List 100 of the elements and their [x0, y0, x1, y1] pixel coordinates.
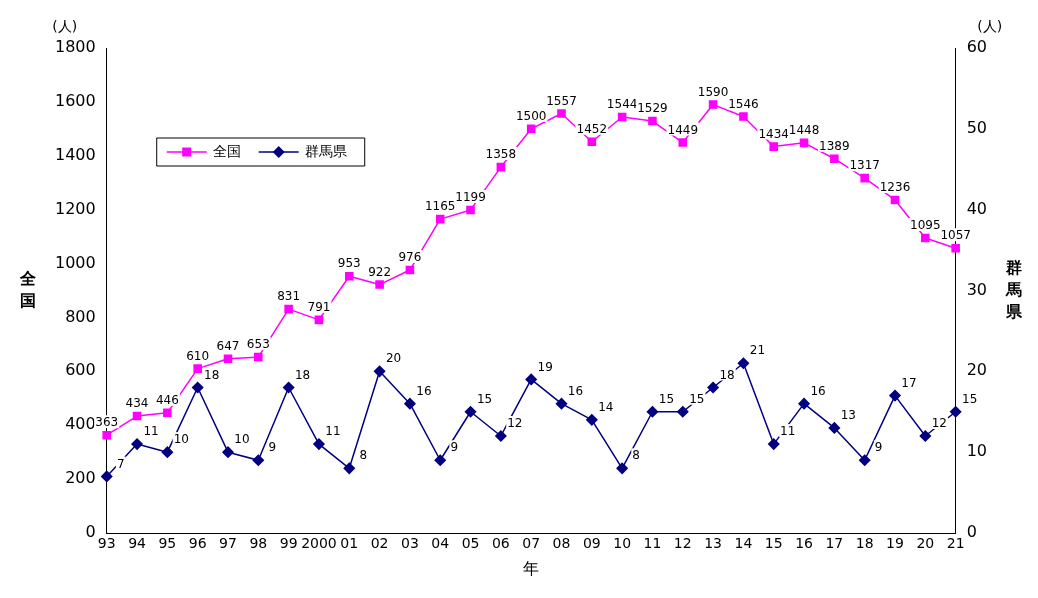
point — [344, 271, 354, 281]
data-label: 1358 — [485, 147, 517, 162]
point — [163, 408, 172, 418]
data-label: 15 — [476, 391, 493, 406]
point — [889, 389, 901, 402]
point — [646, 406, 659, 418]
x-tick-label: 94 — [128, 535, 147, 552]
point — [434, 454, 446, 466]
data-label: 1452 — [576, 121, 608, 136]
data-label: 15 — [962, 391, 978, 406]
x-tick-label: 96 — [188, 535, 207, 552]
data-label: 11 — [780, 424, 796, 439]
point — [798, 397, 810, 410]
data-label: 1389 — [819, 138, 850, 153]
data-label: 1434 — [758, 126, 789, 141]
data-label: 9 — [450, 440, 459, 455]
data-label: 12 — [507, 416, 523, 431]
point — [284, 304, 293, 314]
point — [648, 116, 657, 126]
y2-tick-label: 30 — [966, 279, 987, 299]
point — [951, 243, 960, 253]
data-label: 15 — [689, 391, 705, 406]
data-label: 1500 — [515, 108, 547, 123]
point — [555, 397, 568, 410]
point — [405, 265, 415, 275]
point — [860, 173, 869, 183]
data-label: 13 — [840, 408, 857, 423]
point — [314, 315, 324, 325]
point — [708, 100, 718, 109]
point — [495, 430, 507, 442]
data-label: 10 — [173, 432, 189, 447]
data-label: 1095 — [910, 218, 941, 233]
point — [254, 352, 263, 362]
point — [707, 381, 719, 394]
x-tick-label: 11 — [643, 535, 662, 552]
data-label: 16 — [567, 383, 584, 398]
data-label: 1557 — [546, 93, 577, 108]
legend-label: 全国 — [212, 142, 241, 159]
point — [102, 430, 111, 440]
point — [587, 137, 597, 147]
point — [375, 280, 384, 289]
y-axis-title: 全国 — [19, 268, 37, 310]
x-tick-label: 07 — [522, 535, 541, 552]
data-label: 11 — [325, 424, 341, 439]
x-axis-title: 年 — [523, 558, 540, 578]
data-label: 17 — [901, 375, 917, 390]
point — [464, 406, 477, 418]
x-tick-label: 98 — [249, 535, 268, 552]
data-label: 1165 — [424, 199, 456, 214]
data-label: 12 — [931, 416, 947, 431]
y2-tick-label: 0 — [966, 522, 977, 542]
y-tick-label: 1200 — [55, 198, 96, 218]
x-tick-label: 18 — [855, 535, 874, 552]
x-tick-label: 04 — [431, 535, 450, 552]
x-tick-label: 97 — [219, 535, 237, 552]
x-tick-label: 09 — [582, 535, 601, 552]
x-tick-label: 20 — [916, 535, 935, 552]
y-tick-label: 600 — [65, 360, 96, 380]
x-tick-label: 2000 — [301, 535, 337, 552]
x-tick-label: 21 — [946, 535, 965, 552]
x-tick-label: 19 — [886, 535, 904, 552]
x-tick-label: 15 — [764, 535, 783, 552]
data-label: 15 — [658, 391, 675, 406]
point — [526, 124, 536, 134]
point — [677, 406, 689, 418]
point — [678, 138, 688, 147]
data-label: 18 — [294, 367, 311, 382]
point — [100, 470, 113, 483]
data-label: 922 — [368, 264, 392, 279]
y-tick-label: 1000 — [55, 252, 96, 272]
data-label: 8 — [359, 448, 368, 463]
data-label: 18 — [719, 367, 735, 382]
point — [343, 462, 356, 475]
data-label: 10 — [234, 432, 250, 447]
x-tick-label: 99 — [279, 535, 298, 552]
data-label: 1236 — [879, 180, 911, 195]
data-label: 1199 — [455, 190, 486, 205]
data-label: 653 — [246, 337, 270, 352]
point — [132, 411, 142, 421]
data-label: 1057 — [940, 228, 971, 243]
legend-label: 群馬県 — [304, 142, 347, 159]
point — [161, 446, 174, 458]
x-tick-label: 17 — [825, 535, 844, 552]
data-label: 1317 — [849, 158, 880, 173]
point — [830, 154, 839, 164]
data-label: 363 — [95, 415, 119, 430]
data-label: 21 — [749, 343, 766, 358]
point — [435, 214, 445, 224]
y-tick-label: 1800 — [55, 37, 96, 57]
point — [739, 112, 748, 121]
y2-tick-label: 50 — [966, 117, 987, 137]
y-tick-label: 200 — [65, 468, 96, 488]
x-tick-label: 02 — [370, 535, 389, 552]
x-tick-label: 03 — [400, 535, 419, 552]
x-tick-label: 01 — [340, 535, 359, 552]
point — [282, 381, 295, 394]
point — [617, 112, 627, 122]
data-label: 20 — [385, 351, 402, 366]
data-label: 19 — [537, 359, 553, 374]
x-tick-label: 05 — [461, 535, 480, 552]
